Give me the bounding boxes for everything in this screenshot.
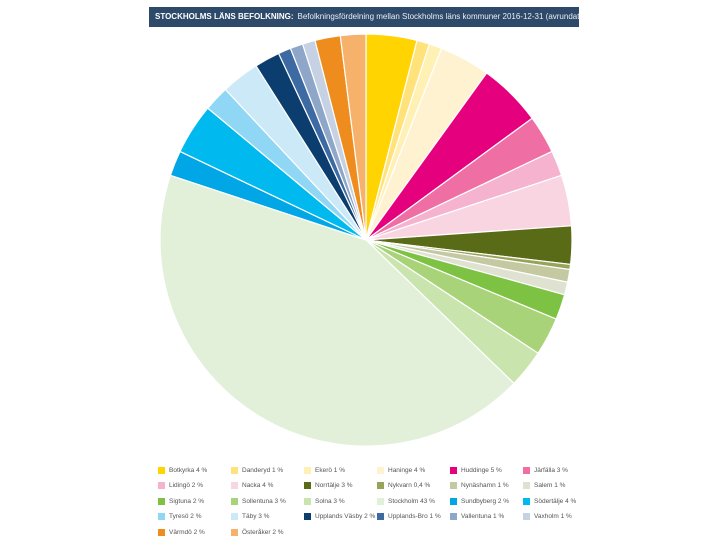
legend-label: Nynäshamn 1 % [461,482,509,489]
legend-item: Tyresö 2 % [158,511,202,523]
legend-swatch [523,497,530,505]
legend-swatch [158,497,165,505]
legend-item: Solna 3 % [304,495,345,507]
legend-swatch [158,513,165,520]
legend-label: Österåker 2 % [242,528,284,536]
legend-swatch [523,513,530,520]
legend-label: Upplands-Bro 1 % [388,513,441,520]
legend-item: Upplands Väsby 2 % [304,511,375,523]
legend-swatch [231,528,238,536]
legend-swatch [450,513,457,520]
legend-swatch [304,466,311,474]
legend-item: Stockholm 43 % [377,495,435,507]
legend-swatch [158,482,165,489]
pie-slice-26 [339,33,367,241]
legend-item: Danderyd 1 % [231,464,283,476]
chart-title-bar: STOCKHOLMS LÄNS BEFOLKNING: Befolkningsfö… [149,7,579,27]
legend-swatch [523,482,530,489]
legend-label: Tyresö 2 % [169,513,202,520]
legend-swatch [231,482,238,489]
legend-item: Vallentuna 1 % [450,511,504,523]
legend-label: Nykvarn 0,4 % [388,482,431,489]
legend-swatch [304,497,311,505]
legend-label: Sollentuna 3 % [242,497,286,505]
chart-subtitle: Befolkningsfördelning mellan Stockholms … [297,12,579,21]
legend-item: Ekerö 1 % [304,464,345,476]
legend-swatch [304,482,311,489]
legend-item: Värmdö 2 % [158,526,205,538]
legend-item: Lidingö 2 % [158,480,203,492]
legend-item: Vaxholm 1 % [523,511,572,523]
legend-item: Nykvarn 0,4 % [377,480,430,492]
legend-swatch [523,466,530,474]
pie-chart [159,33,573,447]
legend-label: Danderyd 1 % [242,466,284,474]
legend-swatch [158,528,165,536]
legend-swatch [158,466,165,474]
legend-label: Stockholm 43 % [388,497,435,505]
legend-item: Täby 3 % [231,511,269,523]
legend-swatch [377,497,384,505]
legend-swatch [231,497,238,505]
legend-item: Sundbyberg 2 % [450,495,509,507]
legend-item: Järfälla 3 % [523,464,568,476]
legend-label: Norrtälje 3 % [315,482,353,489]
legend-swatch [231,513,238,520]
legend-label: Vallentuna 1 % [461,513,505,520]
legend-label: Järfälla 3 % [534,466,568,474]
chart-title: STOCKHOLMS LÄNS BEFOLKNING: [155,12,294,21]
legend-label: Vaxholm 1 % [534,513,572,520]
legend-label: Haninge 4 % [388,466,426,474]
legend-swatch [377,513,384,520]
legend-label: Huddinge 5 % [461,466,502,474]
legend-label: Lidingö 2 % [169,482,203,489]
legend-item: Sigtuna 2 % [158,495,204,507]
legend-label: Upplands Väsby 2 % [315,513,376,520]
legend-swatch [231,466,238,474]
legend-label: Sigtuna 2 % [169,497,205,505]
legend-swatch [450,482,457,489]
legend-item: Upplands-Bro 1 % [377,511,441,523]
legend-item: Huddinge 5 % [450,464,502,476]
legend-label: Södertälje 4 % [534,497,577,505]
legend-label: Salem 1 % [534,482,566,489]
legend-label: Sundbyberg 2 % [461,497,510,505]
legend-item: Österåker 2 % [231,526,284,538]
legend-label: Ekerö 1 % [315,466,345,474]
legend-swatch [450,466,457,474]
legend-label: Värmdö 2 % [169,528,205,536]
legend-item: Haninge 4 % [377,464,425,476]
legend-item: Nynäshamn 1 % [450,480,509,492]
legend-label: Solna 3 % [315,497,345,505]
legend-swatch [450,497,457,505]
legend-label: Täby 3 % [242,513,270,520]
legend-item: Salem 1 % [523,480,565,492]
legend-item: Sollentuna 3 % [231,495,286,507]
legend-item: Södertälje 4 % [523,495,576,507]
legend-item: Botkyrka 4 % [158,464,207,476]
legend-label: Nacka 4 % [242,482,274,489]
legend-item: Norrtälje 3 % [304,480,353,492]
pie-slice-16 [159,174,515,447]
legend-label: Botkyrka 4 % [169,466,208,474]
legend-swatch [377,482,384,489]
legend-swatch [304,513,311,520]
legend-item: Nacka 4 % [231,480,273,492]
legend-swatch [377,466,384,474]
